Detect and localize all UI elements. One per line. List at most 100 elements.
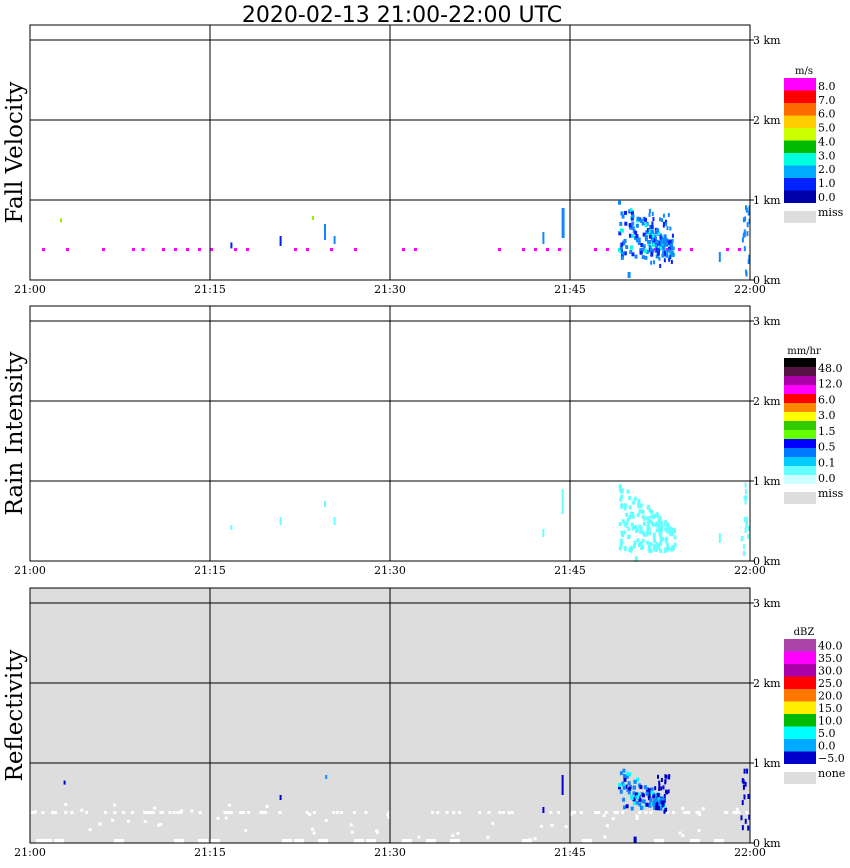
y-tick-label: 0 km [753,274,781,287]
data-cell [660,777,663,782]
data-cell [652,534,656,539]
data-cell [263,811,267,814]
data-cell [558,248,561,251]
data-cell [741,825,744,831]
data-cell [628,547,632,552]
data-cell [655,229,658,234]
data-cell [36,839,46,843]
colorbar-swatch [784,421,816,430]
data-cell [657,527,661,532]
data-cell [669,239,673,244]
data-cell [743,229,746,235]
data-cell [491,821,495,825]
data-cell [618,231,622,236]
data-cell [666,811,670,814]
data-cell [640,545,644,550]
colorbar-missing-swatch [784,492,816,504]
data-cell [98,822,102,826]
plot-frame [29,24,751,281]
data-cell [657,522,661,527]
data-cell [501,811,505,814]
data-cell [387,816,391,820]
data-cell [744,499,747,505]
x-tick-label: 21:30 [374,564,406,577]
data-cell [718,533,721,543]
data-cell [549,811,553,814]
data-cell [659,246,663,251]
data-cell [678,831,682,835]
data-cell [635,238,639,243]
data-cell [629,208,633,213]
figure-title: 2020-02-13 21:00-22:00 UTC [242,3,562,28]
data-cell [533,837,537,841]
data-cell [747,793,750,799]
data-cell [646,504,650,509]
data-cell [179,811,183,814]
data-cell [629,250,633,255]
colorbar-swatch [784,358,816,367]
data-cell [634,254,638,259]
data-cell [633,524,637,529]
data-cell [659,235,662,240]
data-cell [625,512,629,517]
data-cell [653,547,657,552]
data-cell [628,223,632,228]
data-marks [42,200,751,278]
data-cell [639,805,643,810]
data-cell [621,811,625,814]
data-cell [456,832,460,836]
data-cell [457,811,461,814]
data-cell [102,248,105,251]
data-cell [656,543,660,548]
data-cell [746,222,749,228]
data-cell [681,834,685,838]
colorbar-label: 8.0 [818,80,836,93]
data-cell [145,811,149,814]
data-cell [625,804,629,809]
data-cell [667,789,670,794]
colorbar-swatch [784,448,816,457]
colorbar-label: 12.0 [818,378,843,391]
data-cell [641,221,645,226]
data-cell [244,829,248,833]
data-cell [650,229,653,234]
data-cell [630,522,634,527]
data-cell [690,248,693,251]
data-cell [265,804,269,808]
data-cell [648,531,652,536]
data-cell [54,839,64,843]
data-cell [649,514,653,519]
data-cell [162,248,165,251]
data-cell [653,260,656,265]
data-cell [636,538,640,543]
data-cell [613,811,617,814]
data-cell [622,785,626,790]
data-cell [627,526,631,531]
data-cell [646,789,650,794]
data-cell [572,811,576,814]
data-cell [637,502,641,507]
data-cell [644,532,648,537]
data-cell [662,223,665,228]
data-cell [478,811,482,814]
data-cell [234,248,237,251]
data-cell [640,242,644,247]
data-cell [643,217,647,222]
data-cell [714,839,724,843]
data-cell [159,811,163,814]
data-cell [147,811,151,814]
data-cell [657,806,661,811]
data-cell [664,252,668,257]
y-tick-label: 1 km [753,757,781,770]
data-cell [630,795,634,800]
data-cell [634,556,638,563]
colorbar-swatch [784,178,816,191]
data-cell [736,811,740,814]
data-cell [648,508,652,513]
data-cell [651,221,654,226]
data-cell [640,509,644,514]
data-cell [80,808,84,812]
plot-frame [29,305,751,562]
data-cell [611,817,615,821]
colorbar-label: 6.0 [818,393,836,406]
